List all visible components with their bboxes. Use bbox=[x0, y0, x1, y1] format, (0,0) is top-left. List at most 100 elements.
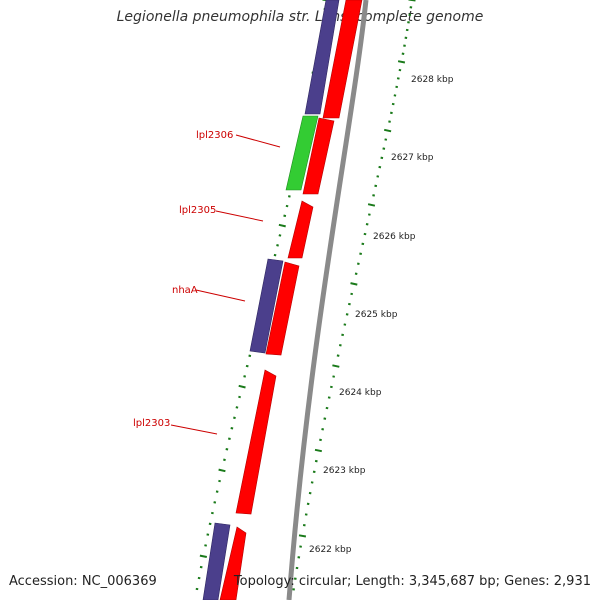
reverse-gene[interactable] bbox=[304, 0, 340, 115]
minor-tick bbox=[363, 232, 367, 236]
minor-tick bbox=[199, 565, 203, 569]
scale-labels: 2628 kbp 2627 kbp 2626 kbp 2625 kbp 2624… bbox=[309, 75, 454, 555]
minor-tick bbox=[378, 165, 382, 169]
minor-tick bbox=[332, 375, 336, 378]
major-tick bbox=[238, 384, 246, 389]
label-leader-line bbox=[170, 424, 218, 435]
minor-tick bbox=[336, 354, 340, 357]
minor-tick bbox=[354, 272, 358, 275]
minor-tick bbox=[230, 427, 234, 430]
gene-lpl2306[interactable] bbox=[285, 115, 319, 191]
minor-tick bbox=[329, 385, 333, 389]
major-tick bbox=[367, 203, 376, 207]
minor-tick bbox=[325, 406, 329, 410]
minor-tick bbox=[273, 253, 277, 257]
kbp-label: 2623 kbp bbox=[323, 466, 366, 476]
minor-tick bbox=[218, 479, 221, 483]
kbp-label: 2628 kbp bbox=[411, 75, 454, 85]
minor-tick bbox=[341, 333, 345, 337]
label-leader-line bbox=[215, 210, 264, 222]
minor-tick bbox=[389, 111, 393, 115]
kbp-label: 2625 kbp bbox=[355, 310, 398, 320]
minor-tick bbox=[396, 77, 400, 80]
minor-tick bbox=[374, 184, 378, 188]
minor-tick bbox=[278, 234, 282, 237]
minor-tick bbox=[347, 302, 351, 306]
gene-label-nhaA[interactable]: nhaA bbox=[172, 285, 198, 296]
minor-tick bbox=[285, 204, 289, 208]
gene-label-lpl2305[interactable]: lpl2305 bbox=[179, 205, 216, 216]
reverse-gene[interactable] bbox=[202, 522, 231, 600]
minor-tick bbox=[238, 395, 241, 399]
label-leader-line bbox=[235, 134, 281, 148]
gene-nhaA[interactable] bbox=[265, 261, 300, 356]
minor-tick bbox=[338, 344, 342, 347]
minor-tick bbox=[319, 438, 322, 442]
major-tick bbox=[332, 364, 340, 368]
major-tick bbox=[314, 448, 323, 453]
minor-tick bbox=[343, 323, 347, 326]
minor-tick bbox=[401, 52, 405, 55]
minor-tick bbox=[225, 448, 229, 451]
gene-lpl2305[interactable] bbox=[287, 200, 314, 259]
minor-tick bbox=[308, 491, 312, 495]
major-tick bbox=[199, 554, 207, 558]
gene-features bbox=[202, 0, 363, 600]
minor-tick bbox=[197, 576, 201, 580]
minor-tick bbox=[376, 175, 380, 178]
minor-tick bbox=[314, 459, 318, 463]
minor-tick bbox=[306, 502, 310, 506]
minor-tick bbox=[393, 94, 397, 97]
minor-tick bbox=[380, 156, 384, 160]
major-tick bbox=[298, 534, 307, 538]
minor-tick bbox=[321, 428, 325, 431]
major-tick bbox=[218, 468, 226, 473]
minor-tick bbox=[287, 195, 291, 198]
minor-tick bbox=[223, 458, 226, 462]
gene-label-lpl2303[interactable]: lpl2303 bbox=[133, 418, 170, 429]
kbp-label: 2627 kbp bbox=[391, 153, 434, 163]
minor-tick bbox=[283, 214, 287, 218]
minor-tick bbox=[204, 544, 208, 547]
label-leader-line bbox=[195, 289, 246, 302]
minor-tick bbox=[372, 194, 376, 197]
reverse-gene[interactable] bbox=[249, 258, 284, 354]
kbp-label: 2622 kbp bbox=[309, 545, 352, 555]
forward-gene[interactable] bbox=[302, 117, 335, 195]
inner-tick-marks bbox=[292, 0, 416, 591]
minor-tick bbox=[248, 354, 252, 358]
minor-tick bbox=[210, 511, 214, 515]
minor-tick bbox=[233, 416, 236, 420]
major-tick bbox=[278, 223, 286, 228]
minor-tick bbox=[245, 364, 249, 368]
minor-tick bbox=[356, 262, 360, 265]
minor-tick bbox=[323, 417, 327, 420]
forward-gene[interactable] bbox=[322, 0, 363, 119]
minor-tick bbox=[213, 501, 217, 504]
minor-tick bbox=[208, 522, 212, 526]
accession-text: Accession: NC_006369 bbox=[9, 574, 157, 589]
major-tick bbox=[350, 282, 358, 286]
genome-backbone bbox=[286, 0, 369, 600]
minor-tick bbox=[367, 213, 371, 216]
gene-lpl2303[interactable] bbox=[235, 369, 277, 515]
minor-tick bbox=[382, 147, 386, 150]
gene-label-group: lpl2306 lpl2305 nhaA lpl2303 bbox=[133, 130, 281, 435]
minor-tick bbox=[345, 313, 349, 316]
minor-tick bbox=[215, 490, 219, 493]
minor-tick bbox=[276, 244, 279, 247]
gene-label-lpl2306[interactable]: lpl2306 bbox=[196, 130, 233, 141]
major-tick bbox=[383, 128, 392, 133]
kbp-label: 2624 kbp bbox=[339, 388, 382, 398]
minor-tick bbox=[227, 437, 231, 440]
minor-tick bbox=[365, 223, 369, 226]
major-tick bbox=[408, 0, 416, 2]
minor-tick bbox=[391, 102, 395, 106]
forward-gene[interactable] bbox=[219, 526, 247, 600]
minor-tick bbox=[327, 396, 331, 399]
minor-tick bbox=[235, 406, 239, 409]
kbp-label: 2626 kbp bbox=[373, 232, 416, 242]
major-tick bbox=[397, 60, 406, 64]
